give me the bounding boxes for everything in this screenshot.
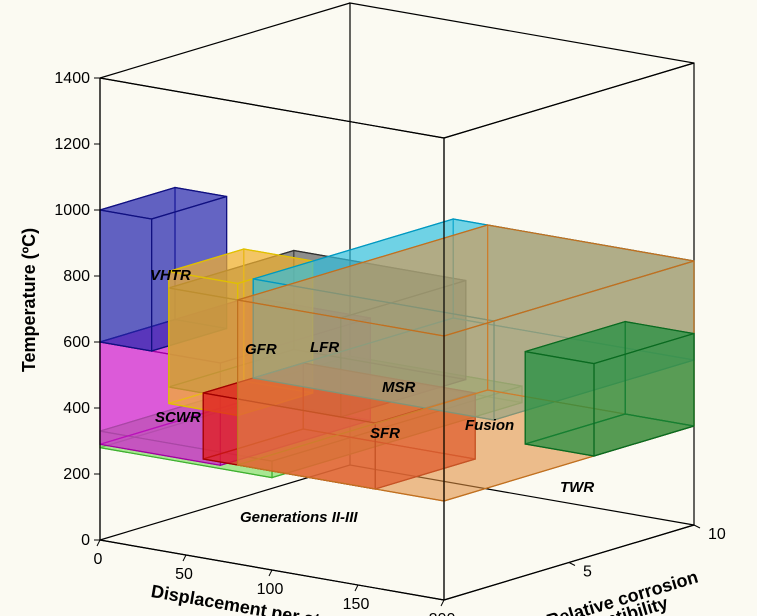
z-axis-title: Temperature (ºC) [19, 228, 39, 372]
z-tick-0: 0 [81, 532, 90, 549]
x-tick-0: 0 [94, 551, 103, 568]
label-fusion: Fusion [465, 417, 514, 434]
z-tick-600: 600 [63, 334, 90, 351]
label-msr: MSR [382, 379, 416, 396]
label-gfr: GFR [245, 341, 277, 358]
z-tick-1200: 1200 [54, 136, 90, 153]
x-tick-100: 100 [257, 581, 284, 598]
z-tick-1000: 1000 [54, 202, 90, 219]
label-sfr: SFR [370, 425, 400, 442]
z-tick-200: 200 [63, 466, 90, 483]
y-tick-5: 5 [583, 564, 592, 581]
x-tick-50: 50 [175, 566, 193, 583]
boxes [100, 188, 694, 502]
x-tick-150: 150 [343, 596, 370, 613]
label-scwr: SCWR [155, 409, 201, 426]
y-tick-10: 10 [708, 526, 726, 543]
label-lfr: LFR [310, 339, 339, 356]
label-vhtr: VHTR [150, 267, 191, 284]
label-twr: TWR [560, 479, 594, 496]
reactor-3d-chart: 0 200 400 600 800 1000 1200 1400 0 50 100 150 200 5 10… [0, 0, 757, 616]
z-tick-1400: 1400 [54, 70, 90, 87]
z-tick-400: 400 [63, 400, 90, 417]
label-gen23: Generations II-III [240, 509, 358, 526]
x-tick-200: 200 [429, 611, 456, 616]
z-tick-800: 800 [63, 268, 90, 285]
